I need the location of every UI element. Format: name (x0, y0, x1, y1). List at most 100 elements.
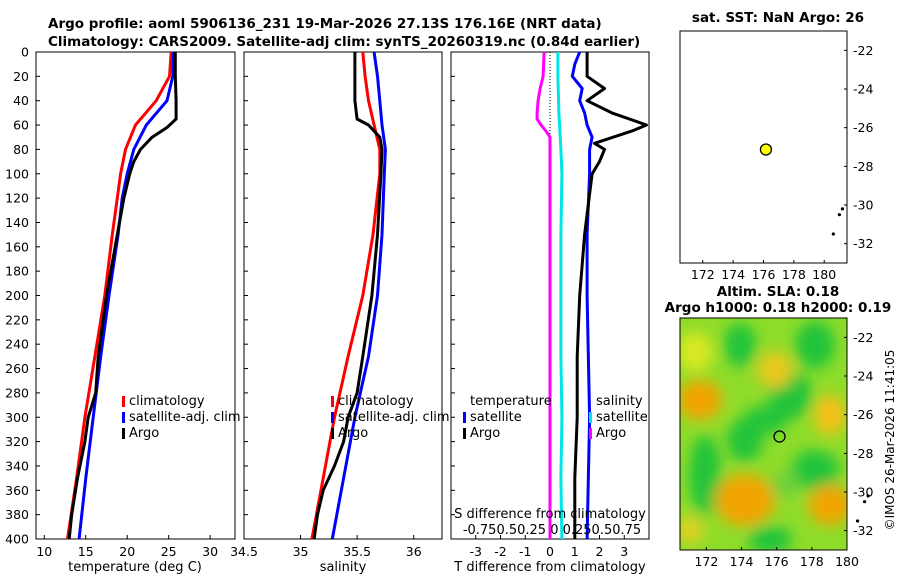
depth-tick-label: 100 (5, 166, 29, 181)
difference-series-salinity-satellite (556, 52, 564, 540)
difference-series-temperature-argo (573, 52, 648, 539)
salinity-x-tick-label: 35 (293, 544, 309, 559)
temperature-x-tick-label: 25 (161, 544, 177, 559)
sla-map-island-marker (862, 500, 867, 504)
temperature-legend: climatology satellite-adj. clim Argo (122, 394, 241, 441)
sst-map-argo-position-marker (759, 143, 773, 156)
sst-map-island-marker (831, 232, 835, 236)
depth-tick-label: 60 (13, 118, 29, 133)
legend-label-temp-satellite: satellite (470, 410, 522, 425)
legend-label-sal-satellite: satellite (596, 410, 648, 425)
legend-title-salinity: salinity (596, 394, 643, 409)
sst-map-ticks: 172 174 176 178 180 -22 -24 -26 -28 -30 -32 (691, 43, 874, 282)
sst-map-y-tick-label: -28 (853, 159, 873, 174)
difference-series (535, 51, 648, 540)
sla-map-y-tick-label: -32 (853, 523, 873, 538)
difference-x-tick-label: 2 (596, 544, 604, 559)
temperature-x-tick-label: 20 (119, 544, 135, 559)
sst-map-y-tick-label: -32 (853, 236, 873, 251)
temperature-series-argo (67, 52, 178, 540)
difference-x-tick-label: 3 (620, 544, 628, 559)
temperature-x-tick-label: 15 (78, 544, 94, 559)
sst-map-x-tick-label: 174 (721, 267, 745, 282)
s-difference-tick-labels: -0.750.50.25 0 0.250.50.75 (463, 523, 641, 538)
sst-map-title: sat. SST: NaN Argo: 26 (692, 10, 864, 26)
sst-map-x-tick-label: 172 (691, 267, 715, 282)
temperature-series-satellite-adj-clim (77, 51, 176, 540)
sst-map-x-tick-label: 180 (812, 267, 836, 282)
sla-map-markers (773, 430, 870, 523)
legend-label-climatology: climatology (338, 394, 414, 409)
salinity-series-satellite-adj-clim (330, 51, 387, 540)
legend-swatch-argo (122, 428, 125, 439)
sla-map-argo-position-marker (773, 430, 786, 443)
legend-swatch-temp-argo (463, 428, 466, 439)
figure-title-line1: Argo profile: aoml 5906136_231 19-Mar-20… (48, 16, 602, 32)
sst-map-y-tick-label: -24 (853, 82, 873, 97)
sla-map-y-tick-label: -22 (853, 330, 873, 345)
legend-swatch-climatology (331, 396, 334, 407)
depth-tick-label: 200 (5, 288, 29, 303)
difference-x-tick-label: 0 (546, 544, 554, 559)
sla-map-title-line2: Argo h1000: 0.18 h2000: 0.19 (665, 300, 892, 316)
sla-map-x-tick-label: 180 (835, 554, 859, 569)
difference-x-tick-label: 1 (571, 544, 579, 559)
difference-x-label: T difference from climatology (453, 560, 646, 575)
temperature-plot-frame (35, 51, 236, 540)
timestamp-label: ©IMOS 26-Mar-2026 11:41:05 (883, 350, 897, 531)
temperature-x-tick-label: 30 (202, 544, 218, 559)
sst-map-x-tick-label: 178 (782, 267, 806, 282)
depth-tick-label: 360 (5, 483, 29, 498)
figure-title-line2: Climatology: CARS2009. Satellite-adj cli… (48, 34, 640, 50)
sla-map-title-line1: Altim. SLA: 0.18 (717, 284, 839, 300)
sla-map-x-tick-label: 172 (694, 554, 718, 569)
difference-series-salinity-argo (535, 51, 552, 539)
sst-map-island-marker (837, 213, 842, 217)
sla-map-x-tick-label: 174 (730, 554, 754, 569)
legend-label-argo: Argo (338, 426, 368, 441)
temperature-x-ticks: 10 15 20 25 30 (36, 535, 218, 559)
legend-swatch-sal-argo (589, 428, 592, 439)
depth-tick-label: 280 (5, 385, 29, 400)
depth-tick-label: 20 (13, 69, 29, 84)
legend-swatch-argo (331, 428, 334, 439)
depth-tick-label: 260 (5, 361, 29, 376)
legend-swatch-satellite-adj (331, 412, 334, 423)
legend-label-satellite-adj: satellite-adj. clim (338, 410, 450, 425)
temperature-x-tick-label: 10 (36, 544, 52, 559)
sla-map-x-tick-label: 176 (765, 554, 789, 569)
salinity-plot-frame (243, 51, 443, 540)
legend-label-temp-argo: Argo (470, 426, 500, 441)
salinity-legend: climatology satellite-adj. clim Argo (331, 394, 450, 441)
depth-tick-label: 160 (5, 239, 29, 254)
sst-map-markers (759, 143, 845, 236)
difference-x-tick-label: -2 (494, 544, 506, 559)
difference-x-tick-label: -1 (519, 544, 531, 559)
s-difference-axis-title: S difference from climatology (454, 507, 646, 522)
salinity-series-climatology (310, 51, 382, 540)
sla-map-island-marker (855, 519, 860, 523)
sst-map-island-marker (840, 207, 845, 211)
legend-label-sal-argo: Argo (596, 426, 626, 441)
difference-legend: temperature satellite Argo salinity sate… (463, 394, 648, 441)
depth-tick-label: 300 (5, 410, 29, 425)
depth-tick-label: 80 (13, 142, 29, 157)
depth-tick-marks (36, 51, 455, 540)
sla-map-y-tick-label: -28 (853, 446, 873, 461)
legend-title-temperature: temperature (470, 394, 552, 409)
legend-swatch-temp-satellite (463, 412, 466, 423)
depth-tick-label: 380 (5, 507, 29, 522)
difference-x-tick-label: -3 (470, 544, 482, 559)
legend-label-climatology: climatology (129, 394, 205, 409)
difference-series-temperature-satellite (570, 51, 594, 540)
temperature-x-label: temperature (deg C) (68, 560, 202, 575)
depth-tick-label: 140 (5, 215, 29, 230)
depth-tick-label: 0 (21, 45, 29, 60)
legend-swatch-sal-satellite (589, 412, 592, 423)
sst-map-y-tick-label: -22 (853, 43, 873, 58)
depth-tick-label: 220 (5, 312, 29, 327)
salinity-x-label: salinity (320, 560, 367, 575)
depth-tick-label: 40 (13, 93, 29, 108)
salinity-x-tick-label: 35.5 (343, 544, 371, 559)
